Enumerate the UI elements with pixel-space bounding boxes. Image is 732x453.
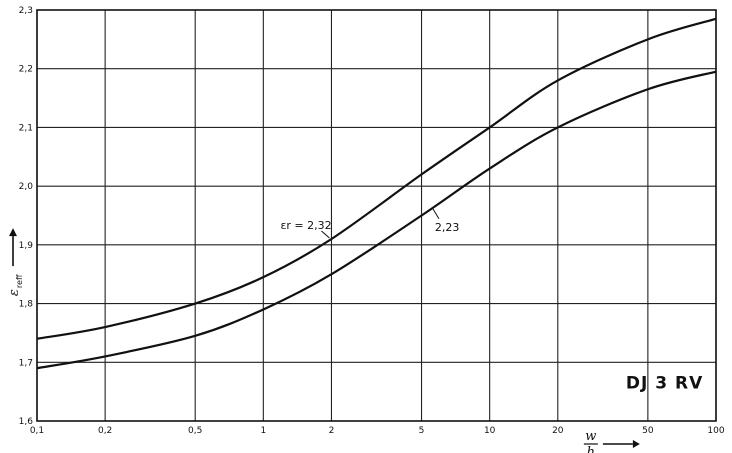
- y-axis-label-main: ε: [7, 289, 22, 296]
- grid: [36, 9, 717, 422]
- x-tick-label: 2: [329, 426, 335, 436]
- tick-labels: 0,1 0,2 0,5 1 2 5 10 20 50 100 1,6 1,7 1,8 1,9 2,0 2,1 2…: [19, 6, 725, 436]
- y-tick-label: 2,1: [19, 123, 33, 133]
- annotation-leader-1: [321, 230, 330, 239]
- y-tick-label: 2,2: [19, 65, 33, 75]
- annotation-er-232: εr = 2,32: [280, 219, 331, 232]
- series-lines: [36, 17, 717, 370]
- y-axis-label-sub: reff: [15, 274, 24, 288]
- y-tick-label: 2,0: [19, 182, 34, 192]
- y-tick-label: 1,8: [19, 300, 34, 310]
- x-tick-label: 10: [484, 426, 496, 436]
- y-tick-label: 1,6: [19, 417, 34, 427]
- x-tick-label: 0,5: [188, 426, 202, 436]
- x-axis-label-denominator: h: [587, 445, 595, 453]
- y-tick-label: 2,3: [19, 6, 33, 16]
- plot-frame: [36, 9, 717, 422]
- axes: [36, 9, 717, 422]
- x-tick-label: 100: [707, 426, 724, 436]
- y-axis-arrowhead: [9, 228, 17, 237]
- annotation-leader-2: [432, 208, 440, 220]
- x-tick-label: 20: [552, 426, 564, 436]
- y-tick-label: 1,7: [19, 358, 33, 368]
- annotation-223: 2,23: [435, 221, 460, 234]
- series-line-2: [36, 70, 717, 370]
- x-tick-label: 0,1: [30, 426, 44, 436]
- x-axis-arrowhead: [632, 440, 640, 448]
- x-tick-label: 0,2: [98, 426, 112, 436]
- y-tick-label: 1,9: [19, 241, 34, 251]
- x-tick-label: 50: [642, 426, 654, 436]
- x-tick-label: 1: [260, 426, 266, 436]
- x-tick-label: 5: [419, 426, 425, 436]
- series-line-1: [36, 17, 717, 340]
- x-axis-label-numerator: w: [585, 429, 596, 444]
- inset-label: DJ 3 RV: [626, 374, 703, 394]
